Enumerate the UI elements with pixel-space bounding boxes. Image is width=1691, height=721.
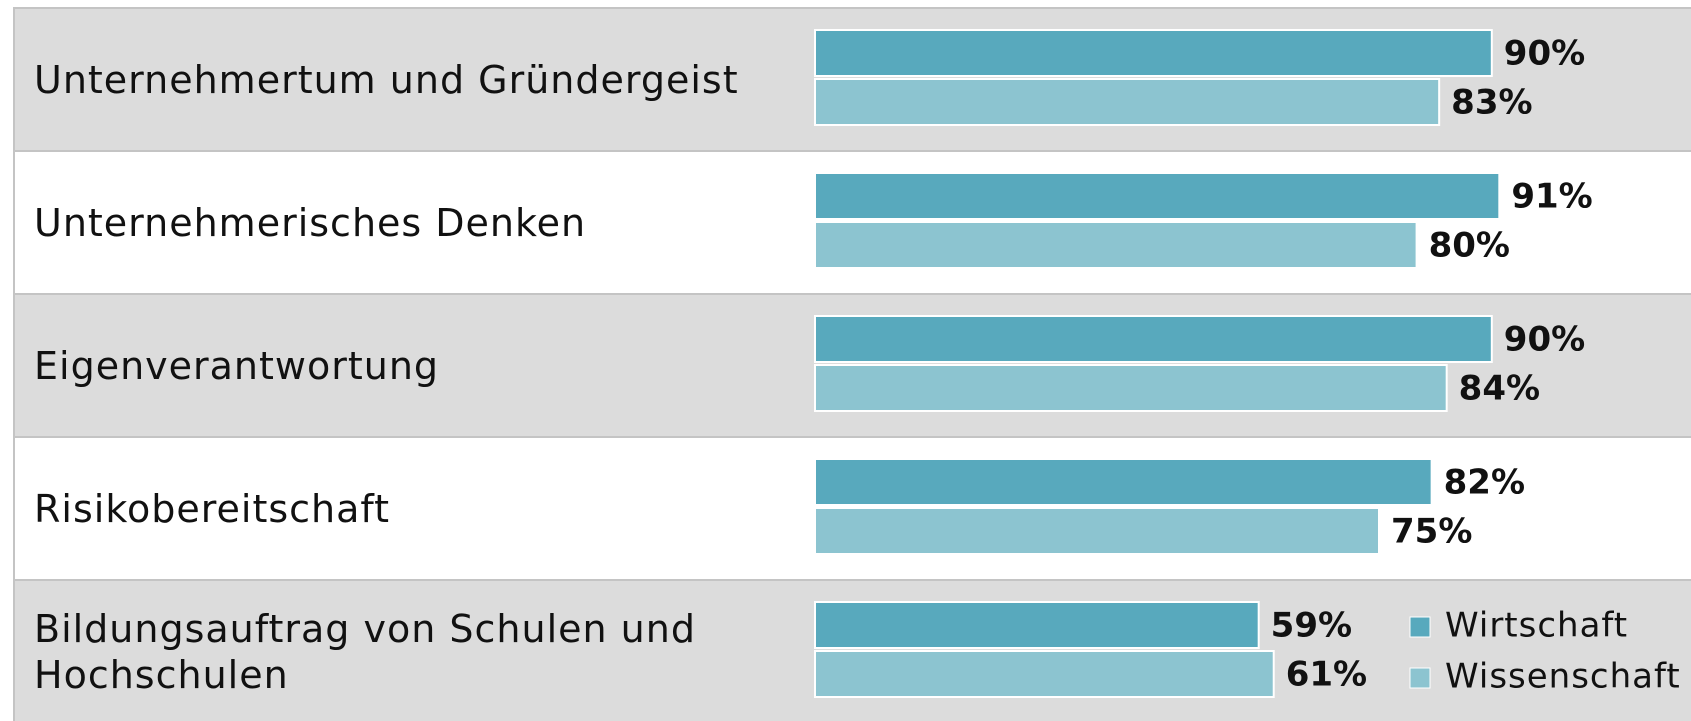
value-label: 59%: [1271, 606, 1352, 646]
legend-swatch: [1409, 616, 1431, 638]
value-label: 75%: [1391, 512, 1472, 552]
bar: [814, 601, 1260, 649]
value-label: 90%: [1504, 320, 1585, 360]
value-label: 61%: [1286, 655, 1367, 695]
value-label: 82%: [1444, 463, 1525, 503]
category-label: Risikobereitschaft: [34, 486, 391, 531]
legend-label: Wissenschaft: [1445, 657, 1681, 697]
bar: [814, 458, 1433, 506]
category-label: Unternehmertum und Gründergeist: [34, 57, 739, 102]
value-label: 80%: [1429, 226, 1510, 266]
legend-swatch: [1409, 667, 1431, 689]
value-label: 83%: [1451, 83, 1532, 123]
bar: [814, 650, 1275, 698]
value-label: 84%: [1459, 369, 1540, 409]
bar: [814, 29, 1493, 77]
bar: [814, 78, 1441, 126]
bar: [814, 364, 1448, 412]
category-label: Unternehmerisches Denken: [34, 200, 587, 245]
category-label: Eigenverantwortung: [34, 343, 440, 388]
bar: [814, 315, 1493, 363]
legend-label: Wirtschaft: [1445, 606, 1628, 646]
bar: [814, 172, 1501, 220]
category-label: Bildungsauftrag von Schulen und Hochschu…: [34, 606, 696, 697]
value-label: 90%: [1504, 34, 1585, 74]
bar: [814, 507, 1380, 555]
value-label: 91%: [1511, 177, 1592, 217]
bar: [814, 221, 1418, 269]
